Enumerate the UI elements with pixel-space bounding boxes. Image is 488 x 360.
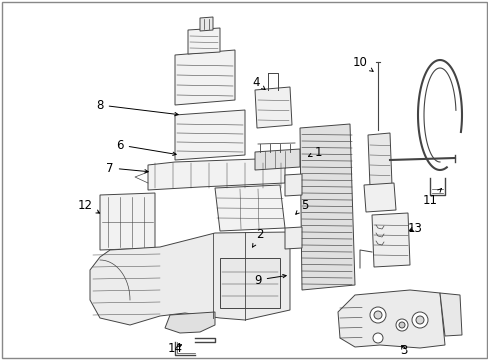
Bar <box>220 258 280 308</box>
Circle shape <box>369 307 385 323</box>
Polygon shape <box>200 17 213 31</box>
Text: 13: 13 <box>407 221 422 234</box>
Polygon shape <box>254 149 299 170</box>
Circle shape <box>395 319 407 331</box>
Text: 4: 4 <box>252 76 264 90</box>
Polygon shape <box>175 50 235 105</box>
Polygon shape <box>90 232 289 325</box>
Text: 3: 3 <box>400 343 407 356</box>
Polygon shape <box>439 293 461 336</box>
Polygon shape <box>285 227 302 249</box>
Polygon shape <box>371 213 409 267</box>
Polygon shape <box>337 290 444 348</box>
Circle shape <box>373 311 381 319</box>
Polygon shape <box>254 87 291 128</box>
Polygon shape <box>175 110 244 160</box>
Polygon shape <box>164 312 215 333</box>
Text: 5: 5 <box>295 198 308 214</box>
Text: 2: 2 <box>252 229 263 247</box>
Text: 8: 8 <box>96 99 178 116</box>
Polygon shape <box>363 183 395 212</box>
Circle shape <box>415 316 423 324</box>
Polygon shape <box>148 158 285 190</box>
Circle shape <box>398 322 404 328</box>
Text: 10: 10 <box>352 55 372 71</box>
Text: 14: 14 <box>167 342 182 355</box>
Polygon shape <box>285 174 302 196</box>
Text: 9: 9 <box>254 274 285 287</box>
Circle shape <box>372 333 382 343</box>
Polygon shape <box>367 133 391 187</box>
Circle shape <box>411 312 427 328</box>
Polygon shape <box>187 28 220 54</box>
Polygon shape <box>100 193 155 250</box>
Text: 1: 1 <box>308 145 321 158</box>
Text: 7: 7 <box>106 162 148 175</box>
Text: 12: 12 <box>77 198 100 213</box>
Text: 6: 6 <box>116 139 176 156</box>
Polygon shape <box>299 124 354 290</box>
Polygon shape <box>215 185 285 231</box>
Text: 11: 11 <box>422 189 441 207</box>
